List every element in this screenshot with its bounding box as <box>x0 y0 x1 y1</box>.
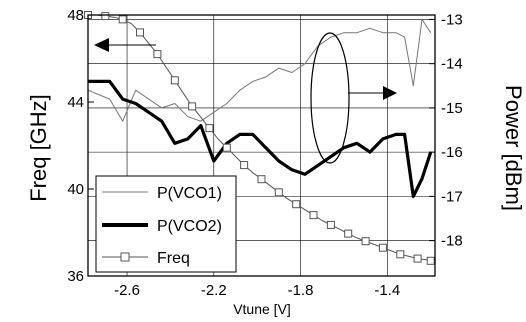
freq-marker <box>257 175 266 184</box>
freq-marker <box>188 102 197 111</box>
legend: P(VCO1) P(VCO2) Freq <box>95 175 237 273</box>
freq-marker <box>413 254 422 263</box>
right-tick-label: -15 <box>441 100 463 117</box>
x-tick-label: -1.4 <box>374 282 400 299</box>
left-tick-label: 48 <box>67 7 84 24</box>
freq-marker <box>326 220 335 229</box>
freq-marker <box>170 76 179 85</box>
x-tick-label: -2.6 <box>114 282 140 299</box>
freq-marker <box>426 256 435 265</box>
freq-marker <box>136 28 144 37</box>
freq-marker <box>344 229 353 238</box>
x-axis-title: Vtune [V] <box>233 301 291 317</box>
freq-marker <box>118 15 127 24</box>
series-line-p-vco2 <box>88 79 433 198</box>
y-axis-right-title: Power [dBm] <box>501 85 526 211</box>
freq-marker <box>361 237 370 246</box>
right-tick-label: -17 <box>441 188 463 205</box>
legend-label-freq: Freq <box>157 250 190 267</box>
left-tick-label: 40 <box>67 181 84 198</box>
right-arrow-icon <box>383 86 397 100</box>
freq-marker <box>101 12 110 21</box>
freq-marker <box>153 50 162 59</box>
left-tick-label: 44 <box>67 94 84 111</box>
series-line-p-vco1 <box>87 18 432 122</box>
right-tick-label: -18 <box>441 233 463 250</box>
right-tick-label: -16 <box>441 144 463 161</box>
freq-marker <box>222 143 231 152</box>
legend-marker-freq <box>120 252 130 262</box>
x-tick-label: -1.8 <box>288 282 314 299</box>
freq-marker <box>309 211 318 220</box>
freq-marker <box>378 243 387 252</box>
right-tick-label: -13 <box>441 11 463 28</box>
left-arrow-icon <box>94 38 109 52</box>
right-tick-label: -14 <box>441 56 463 73</box>
x-tick-label: -2.2 <box>201 282 227 299</box>
left-axis-ticks: 36 40 44 48 <box>67 7 94 285</box>
freq-marker <box>205 124 214 133</box>
freq-marker <box>274 188 283 197</box>
x-axis-ticks: -2.6 -2.2 -1.8 -1.4 <box>114 282 400 299</box>
right-axis-ticks: -18 -17 -16 -15 -14 -13 <box>429 11 463 250</box>
freq-marker <box>396 250 405 259</box>
freq-marker <box>240 161 249 170</box>
y-axis-left-title: Freq [GHz] <box>26 94 51 202</box>
left-tick-label: 36 <box>67 268 84 285</box>
legend-label-vco2: P(VCO2) <box>157 218 222 235</box>
legend-label-vco1: P(VCO1) <box>157 185 222 202</box>
freq-marker <box>292 200 301 209</box>
plot-frame <box>87 14 436 277</box>
annotation-ellipse <box>310 32 350 164</box>
